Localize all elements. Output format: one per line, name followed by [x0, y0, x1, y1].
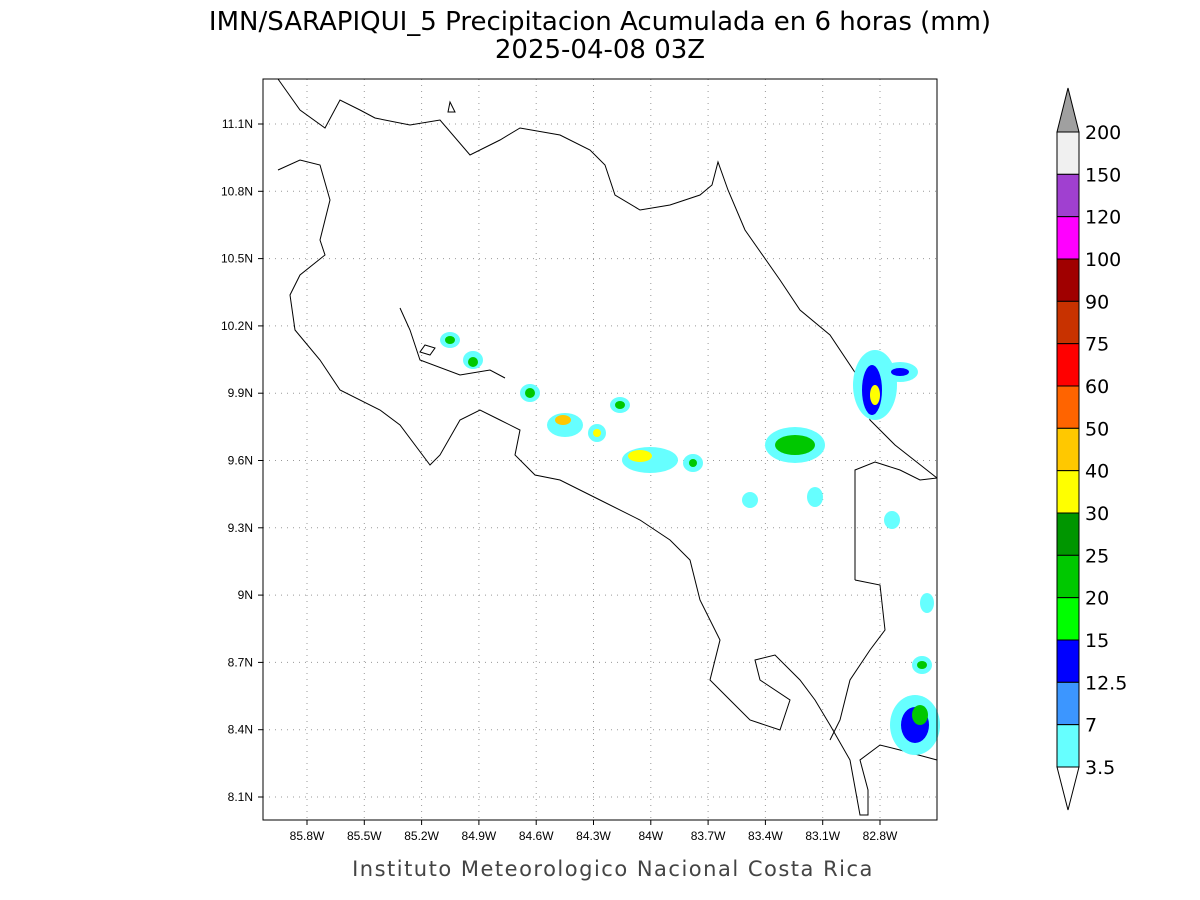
lon-label: 85.8W — [290, 829, 325, 843]
coastline — [277, 78, 938, 816]
lon-label: 83.7W — [691, 829, 726, 843]
colorbar-label: 200 — [1085, 122, 1121, 144]
colorbar-label: 7 — [1085, 715, 1097, 737]
colorbar-label: 20 — [1085, 588, 1109, 610]
colorbar-label: 30 — [1085, 503, 1109, 525]
colorbar-label: 3.5 — [1085, 757, 1115, 779]
colorbar-box — [1056, 512, 1080, 556]
lon-label: 84.3W — [576, 829, 611, 843]
colorbar-box — [1056, 724, 1080, 768]
lon-label: 85.5W — [347, 829, 382, 843]
lon-label: 85.2W — [404, 829, 439, 843]
lat-label: 10.8N — [221, 184, 253, 198]
grid — [258, 79, 937, 825]
colorbar-label: 75 — [1085, 334, 1109, 356]
colorbar-box — [1056, 131, 1080, 175]
lat-label: 9.9N — [228, 386, 253, 400]
lat-label: 10.2N — [221, 319, 253, 333]
colorbar-box — [1056, 427, 1080, 472]
lon-label: 83.4W — [748, 829, 783, 843]
colorbar-box — [1056, 300, 1080, 345]
colorbar-label: 12.5 — [1085, 672, 1127, 694]
colorbar-box — [1056, 554, 1080, 599]
lat-label: 9N — [238, 588, 253, 602]
colorbar — [1056, 87, 1080, 811]
lat-label: 8.7N — [228, 655, 253, 669]
lat-label: 11.1N — [222, 117, 253, 131]
colorbar-label: 50 — [1085, 418, 1109, 440]
lat-label: 9.3N — [228, 521, 253, 535]
colorbar-label: 120 — [1085, 207, 1121, 229]
colorbar-box — [1056, 258, 1080, 302]
lon-label: 82.8W — [863, 829, 898, 843]
colorbar-label: 90 — [1085, 291, 1109, 313]
colorbar-box — [1056, 385, 1080, 429]
colorbar-cap — [1056, 766, 1080, 811]
colorbar-label: 15 — [1085, 630, 1109, 652]
lon-label: 84.6W — [519, 829, 554, 843]
colorbar-box — [1056, 639, 1080, 683]
colorbar-box — [1056, 343, 1080, 387]
colorbar-label: 40 — [1085, 461, 1109, 483]
title: IMN/SARAPIQUI_5 Precipitacion Acumulada … — [209, 7, 991, 37]
lon-label: 84W — [638, 829, 663, 843]
colorbar-label: 25 — [1085, 545, 1109, 567]
map-frame — [262, 78, 938, 821]
colorbar-label: 150 — [1085, 164, 1121, 186]
lat-label: 8.1N — [228, 790, 253, 804]
lat-label: 8.4N — [228, 723, 253, 737]
lat-label: 9.6N — [228, 454, 253, 468]
colorbar-box — [1056, 470, 1080, 514]
subtitle: 2025-04-08 03Z — [495, 35, 705, 65]
colorbar-box — [1056, 173, 1080, 218]
lon-label: 84.9W — [462, 829, 497, 843]
colorbar-box — [1056, 216, 1080, 260]
precipitation — [440, 332, 940, 755]
lat-label: 10.5N — [221, 252, 253, 266]
colorbar-box — [1056, 681, 1080, 726]
colorbar-label: 60 — [1085, 376, 1109, 398]
footer: Instituto Meteorologico Nacional Costa R… — [352, 857, 874, 881]
colorbar-label: 100 — [1085, 249, 1121, 271]
lon-label: 83.1W — [805, 829, 840, 843]
colorbar-box — [1056, 597, 1080, 641]
colorbar-cap — [1056, 87, 1080, 133]
